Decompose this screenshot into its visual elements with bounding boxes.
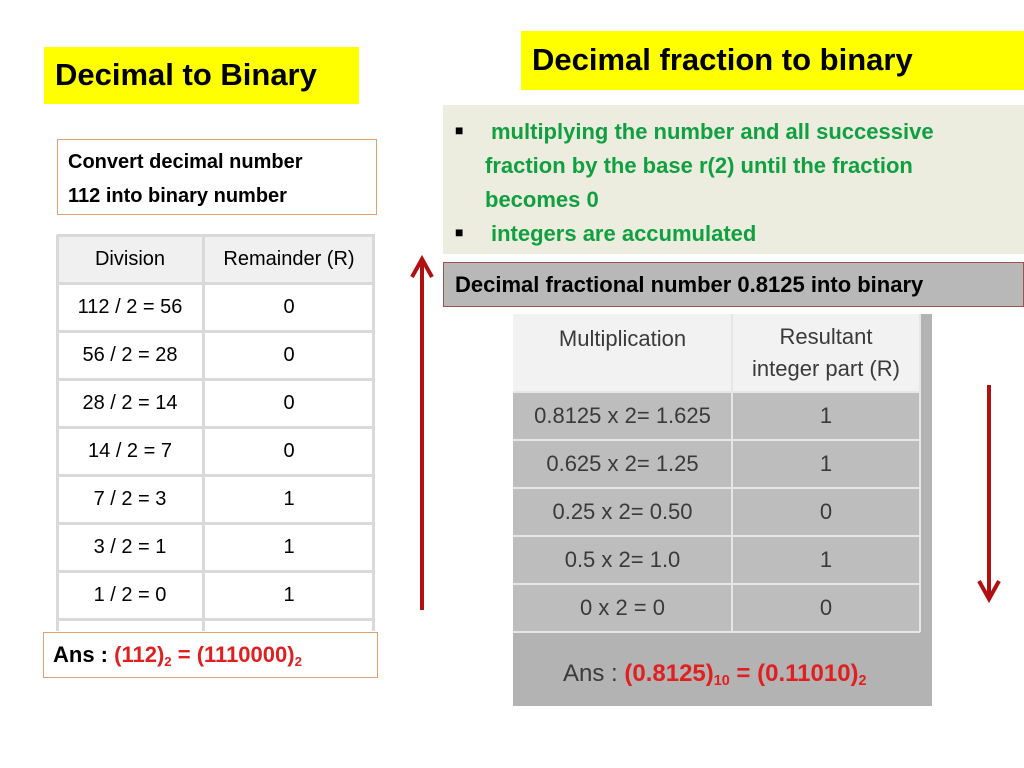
bullet-item: ■ multiplying the number and all successi… xyxy=(455,115,1024,217)
bullet-line: fraction by the base r(2) until the frac… xyxy=(485,153,913,178)
remainder-cell: 0 xyxy=(203,427,375,475)
integer-part-cell: 0 xyxy=(732,584,920,632)
answer-fraction-prefix: Ans : xyxy=(563,660,625,687)
multiplication-cell: 0.5 x 2= 1.0 xyxy=(513,536,732,584)
bullet-line: multiplying the number and all successiv… xyxy=(491,119,934,144)
division-table: Division Remainder (R) 112 / 2 = 56 0 56 / 2… xyxy=(56,234,375,635)
table-gridline xyxy=(56,235,59,631)
fraction-heading: Decimal fractional number 0.8125 into bi… xyxy=(443,262,1024,307)
integer-part-cell: 0 xyxy=(732,488,920,536)
answer-fraction: Ans : (0.8125)10 = (0.11010)2 xyxy=(563,660,867,689)
header-line: Multiplication xyxy=(558,326,687,351)
convert-instruction-box: Convert decimal number 112 into binary n… xyxy=(57,139,377,215)
division-cell: 56 / 2 = 28 xyxy=(57,331,203,379)
arrow-up-icon xyxy=(410,254,434,610)
table-gridline xyxy=(57,378,375,381)
table-gridline xyxy=(57,330,375,333)
remainder-cell: 1 xyxy=(203,475,375,523)
table-gridline xyxy=(57,570,375,573)
header-line: integer part (R) xyxy=(752,356,900,381)
table-gridline xyxy=(57,234,375,237)
bullet-line: becomes 0 xyxy=(485,187,599,212)
remainder-cell: 1 xyxy=(203,571,375,619)
answer-prefix: Ans : xyxy=(53,642,115,667)
remainder-cell: 0 xyxy=(203,331,375,379)
table-gridline xyxy=(57,282,375,285)
method-bullets: ■ multiplying the number and all successi… xyxy=(443,105,1024,254)
table-gridline xyxy=(513,439,920,441)
table-gridline xyxy=(513,487,920,489)
table-gridline xyxy=(731,314,733,632)
table-gridline xyxy=(202,235,205,631)
remainder-cell: 1 xyxy=(203,523,375,571)
multiplication-cell: 0.8125 x 2= 1.625 xyxy=(513,392,732,440)
table-gridline xyxy=(372,235,375,631)
header-line: Resultant xyxy=(779,324,873,349)
division-cell: 112 / 2 = 56 xyxy=(57,283,203,331)
multiplication-table-header: Multiplication xyxy=(513,314,732,392)
division-cell: 14 / 2 = 7 xyxy=(57,427,203,475)
answer-eq: = xyxy=(171,642,197,667)
table-gridline xyxy=(513,583,920,585)
answer-lhs: (112)2 xyxy=(114,642,172,669)
multiplication-cell: 0.25 x 2= 0.50 xyxy=(513,488,732,536)
multiplication-cell: 0.625 x 2= 1.25 xyxy=(513,440,732,488)
integer-part-cell: 1 xyxy=(732,392,920,440)
division-table-header: Remainder (R) xyxy=(203,235,375,283)
multiplication-cell: 0 x 2 = 0 xyxy=(513,584,732,632)
answer-rhs: (1110000)2 xyxy=(196,642,302,669)
bullet-item: ■ integers are accumulated xyxy=(455,217,1024,251)
square-bullet-icon: ■ xyxy=(455,224,464,240)
table-gridline xyxy=(57,522,375,525)
title-decimal-to-binary: Decimal to Binary xyxy=(44,47,359,104)
convert-line-2: 112 into binary number xyxy=(68,185,287,207)
table-gridline xyxy=(513,535,920,537)
arrow-down-icon xyxy=(977,385,1001,604)
integer-part-cell: 1 xyxy=(732,536,920,584)
division-cell: 3 / 2 = 1 xyxy=(57,523,203,571)
square-bullet-icon: ■ xyxy=(455,122,464,138)
table-gridline xyxy=(57,474,375,477)
answer-fraction-eq: = xyxy=(729,660,758,687)
table-gridline xyxy=(57,426,375,429)
remainder-cell: 0 xyxy=(203,379,375,427)
table-gridline xyxy=(57,618,375,621)
answer-binary: Ans : (112)2 = (1110000)2 xyxy=(43,632,378,678)
bullet-line: integers are accumulated xyxy=(491,221,757,246)
table-gridline xyxy=(919,314,921,632)
table-gridline xyxy=(513,391,920,393)
multiplication-table-header: Resultant integer part (R) xyxy=(732,314,920,392)
integer-part-cell: 1 xyxy=(732,440,920,488)
division-table-header: Division xyxy=(57,235,203,283)
division-cell: 28 / 2 = 14 xyxy=(57,379,203,427)
convert-line-1: Convert decimal number xyxy=(68,151,303,173)
answer-fraction-rhs: (0.11010)2 xyxy=(757,660,867,689)
remainder-cell: 0 xyxy=(203,283,375,331)
division-cell: 7 / 2 = 3 xyxy=(57,475,203,523)
table-gridline xyxy=(513,631,920,633)
multiplication-table: Ans : (0.8125)10 = (0.11010)2 Multiplica… xyxy=(513,314,932,706)
division-cell: 1 / 2 = 0 xyxy=(57,571,203,619)
title-decimal-fraction-to-binary: Decimal fraction to binary xyxy=(521,31,1024,90)
answer-fraction-lhs: (0.8125)10 xyxy=(624,660,730,689)
